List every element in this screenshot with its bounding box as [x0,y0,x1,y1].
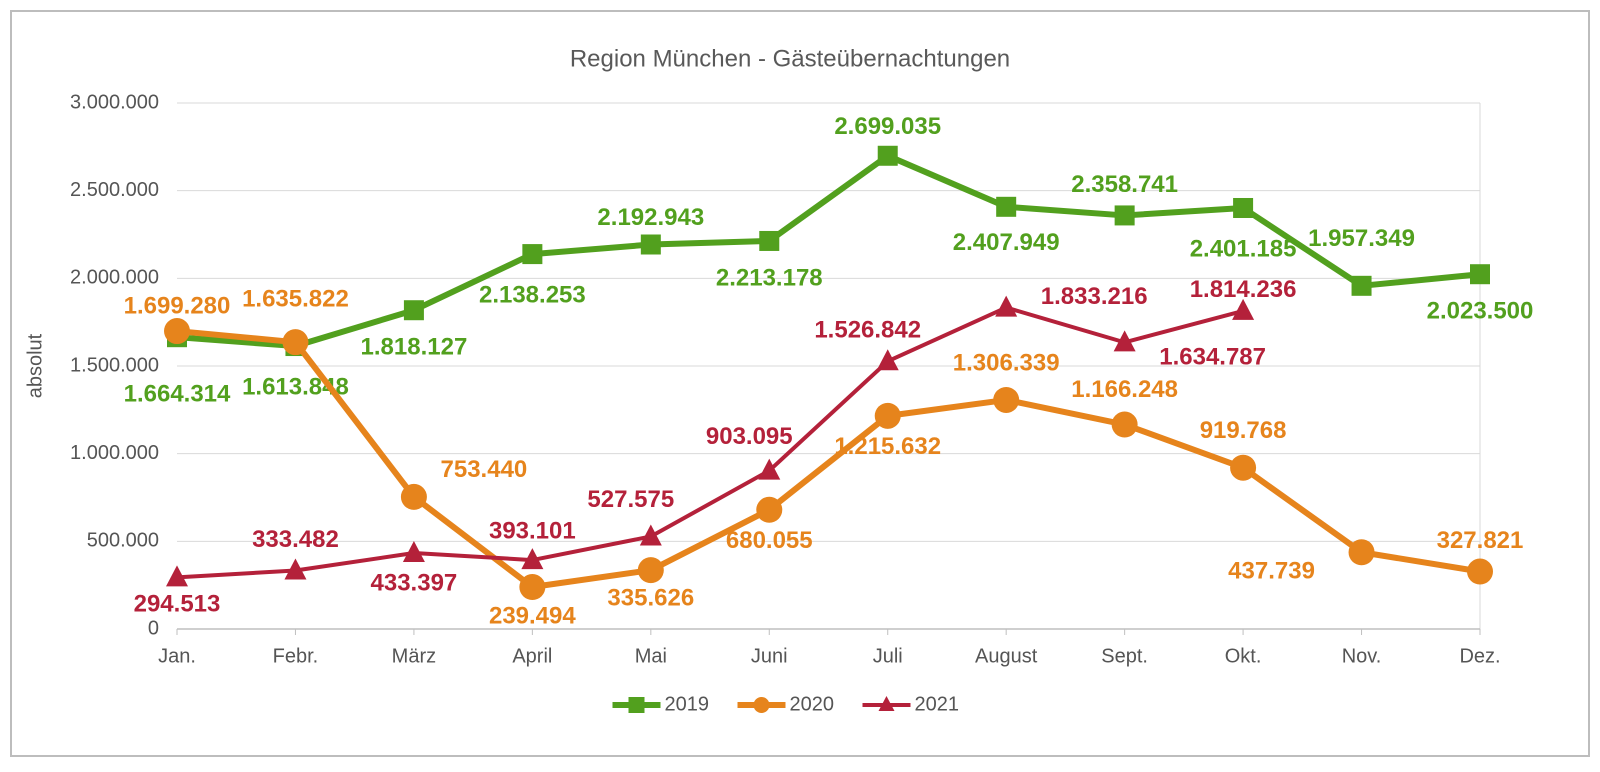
data-label: 1.957.349 [1308,225,1415,252]
x-tick-label: März [392,645,436,667]
data-label: 1.526.842 [814,317,921,344]
data-label: 527.575 [587,486,674,513]
data-label: 753.440 [441,456,528,483]
y-axis-title: absolut [24,333,46,398]
marker [1351,275,1372,296]
y-tick-label: 1.000.000 [70,442,159,464]
x-tick-label: Okt. [1225,645,1262,667]
data-label: 2.192.943 [597,204,704,231]
marker [164,318,190,345]
data-label: 1.699.280 [124,292,231,319]
x-tick-label: April [512,645,552,667]
data-label: 2.699.035 [834,113,941,140]
marker [1470,264,1490,285]
marker [1232,298,1255,320]
marker [1467,558,1493,585]
marker [402,541,425,563]
legend-marker [753,697,770,713]
legend-label: 2020 [790,693,835,715]
data-label: 2.358.741 [1071,171,1178,198]
data-label: 437.739 [1228,558,1315,585]
x-tick-label: Nov. [1342,645,1382,667]
data-label: 2.023.500 [1427,298,1534,325]
data-label: 680.055 [726,527,813,554]
data-label: 2.401.185 [1190,235,1297,262]
marker [637,557,664,584]
y-tick-label: 1.500.000 [70,354,159,376]
x-tick-label: Dez. [1459,645,1500,667]
data-label: 433.397 [371,569,458,596]
marker [166,565,188,587]
data-label: 335.626 [607,584,694,611]
marker [640,234,661,255]
marker [403,300,424,321]
x-tick-label: Juni [751,645,788,667]
marker [995,295,1018,317]
data-label: 1.814.236 [1190,276,1297,303]
marker [522,244,543,265]
y-tick-label: 2.000.000 [70,267,159,289]
legend-marker [628,697,645,713]
marker [519,574,546,601]
marker [1113,330,1136,352]
data-label: 2.407.949 [953,229,1060,256]
data-label: 1.664.314 [124,381,231,408]
marker [521,548,544,570]
x-tick-label: Mai [635,645,667,667]
x-tick-label: Jan. [158,645,196,667]
data-label: 2.138.253 [479,281,586,308]
data-label: 1.634.787 [1159,344,1266,371]
marker [1111,411,1138,438]
marker [758,458,781,480]
y-tick-label: 2.500.000 [70,179,159,201]
marker [876,349,899,371]
data-label: 239.494 [489,602,576,629]
series-line [176,152,1481,350]
legend-label: 2019 [665,693,710,715]
marker [993,386,1020,413]
data-label: 294.513 [134,591,221,618]
x-tick-label: August [975,645,1038,667]
data-label: 327.821 [1437,527,1524,554]
data-label: 1.635.822 [242,286,349,313]
data-label: 333.482 [252,526,339,553]
marker [1233,197,1254,218]
data-label: 1.833.216 [1041,283,1148,310]
marker [877,145,898,166]
marker [1230,454,1257,481]
x-tick-label: Sept. [1101,645,1148,667]
legend-label: 2021 [915,693,960,715]
marker [759,230,780,251]
y-tick-label: 500.000 [87,530,159,552]
marker [756,496,783,523]
y-tick-label: 3.000.000 [70,91,159,113]
marker [874,402,901,429]
data-label: 1.166.248 [1071,376,1178,403]
x-tick-label: Juli [873,645,903,667]
legend-marker [878,696,895,711]
data-label: 1.215.632 [834,433,941,460]
data-label: 1.818.127 [361,334,468,361]
x-tick-label: Febr. [273,645,319,667]
marker [282,329,309,356]
chart-border [10,10,1590,757]
chart-title: Region München - Gästeübernachtungen [570,45,1010,72]
marker [1114,205,1135,226]
marker [400,483,427,510]
data-label: 1.306.339 [953,349,1060,376]
marker [996,196,1017,217]
data-label: 919.768 [1200,417,1287,444]
series-line [176,305,1244,580]
y-tick-label: 0 [148,617,159,639]
data-label: 393.101 [489,517,576,544]
data-label: 2.213.178 [716,264,823,291]
marker [639,524,662,546]
marker [1348,539,1375,566]
marker [284,558,307,580]
data-label: 903.095 [706,423,793,450]
series-line [176,328,1481,591]
